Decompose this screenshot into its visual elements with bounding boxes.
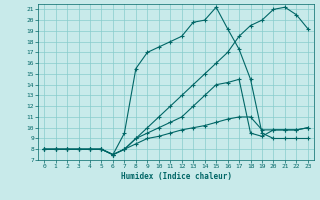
X-axis label: Humidex (Indice chaleur): Humidex (Indice chaleur) [121, 172, 231, 181]
